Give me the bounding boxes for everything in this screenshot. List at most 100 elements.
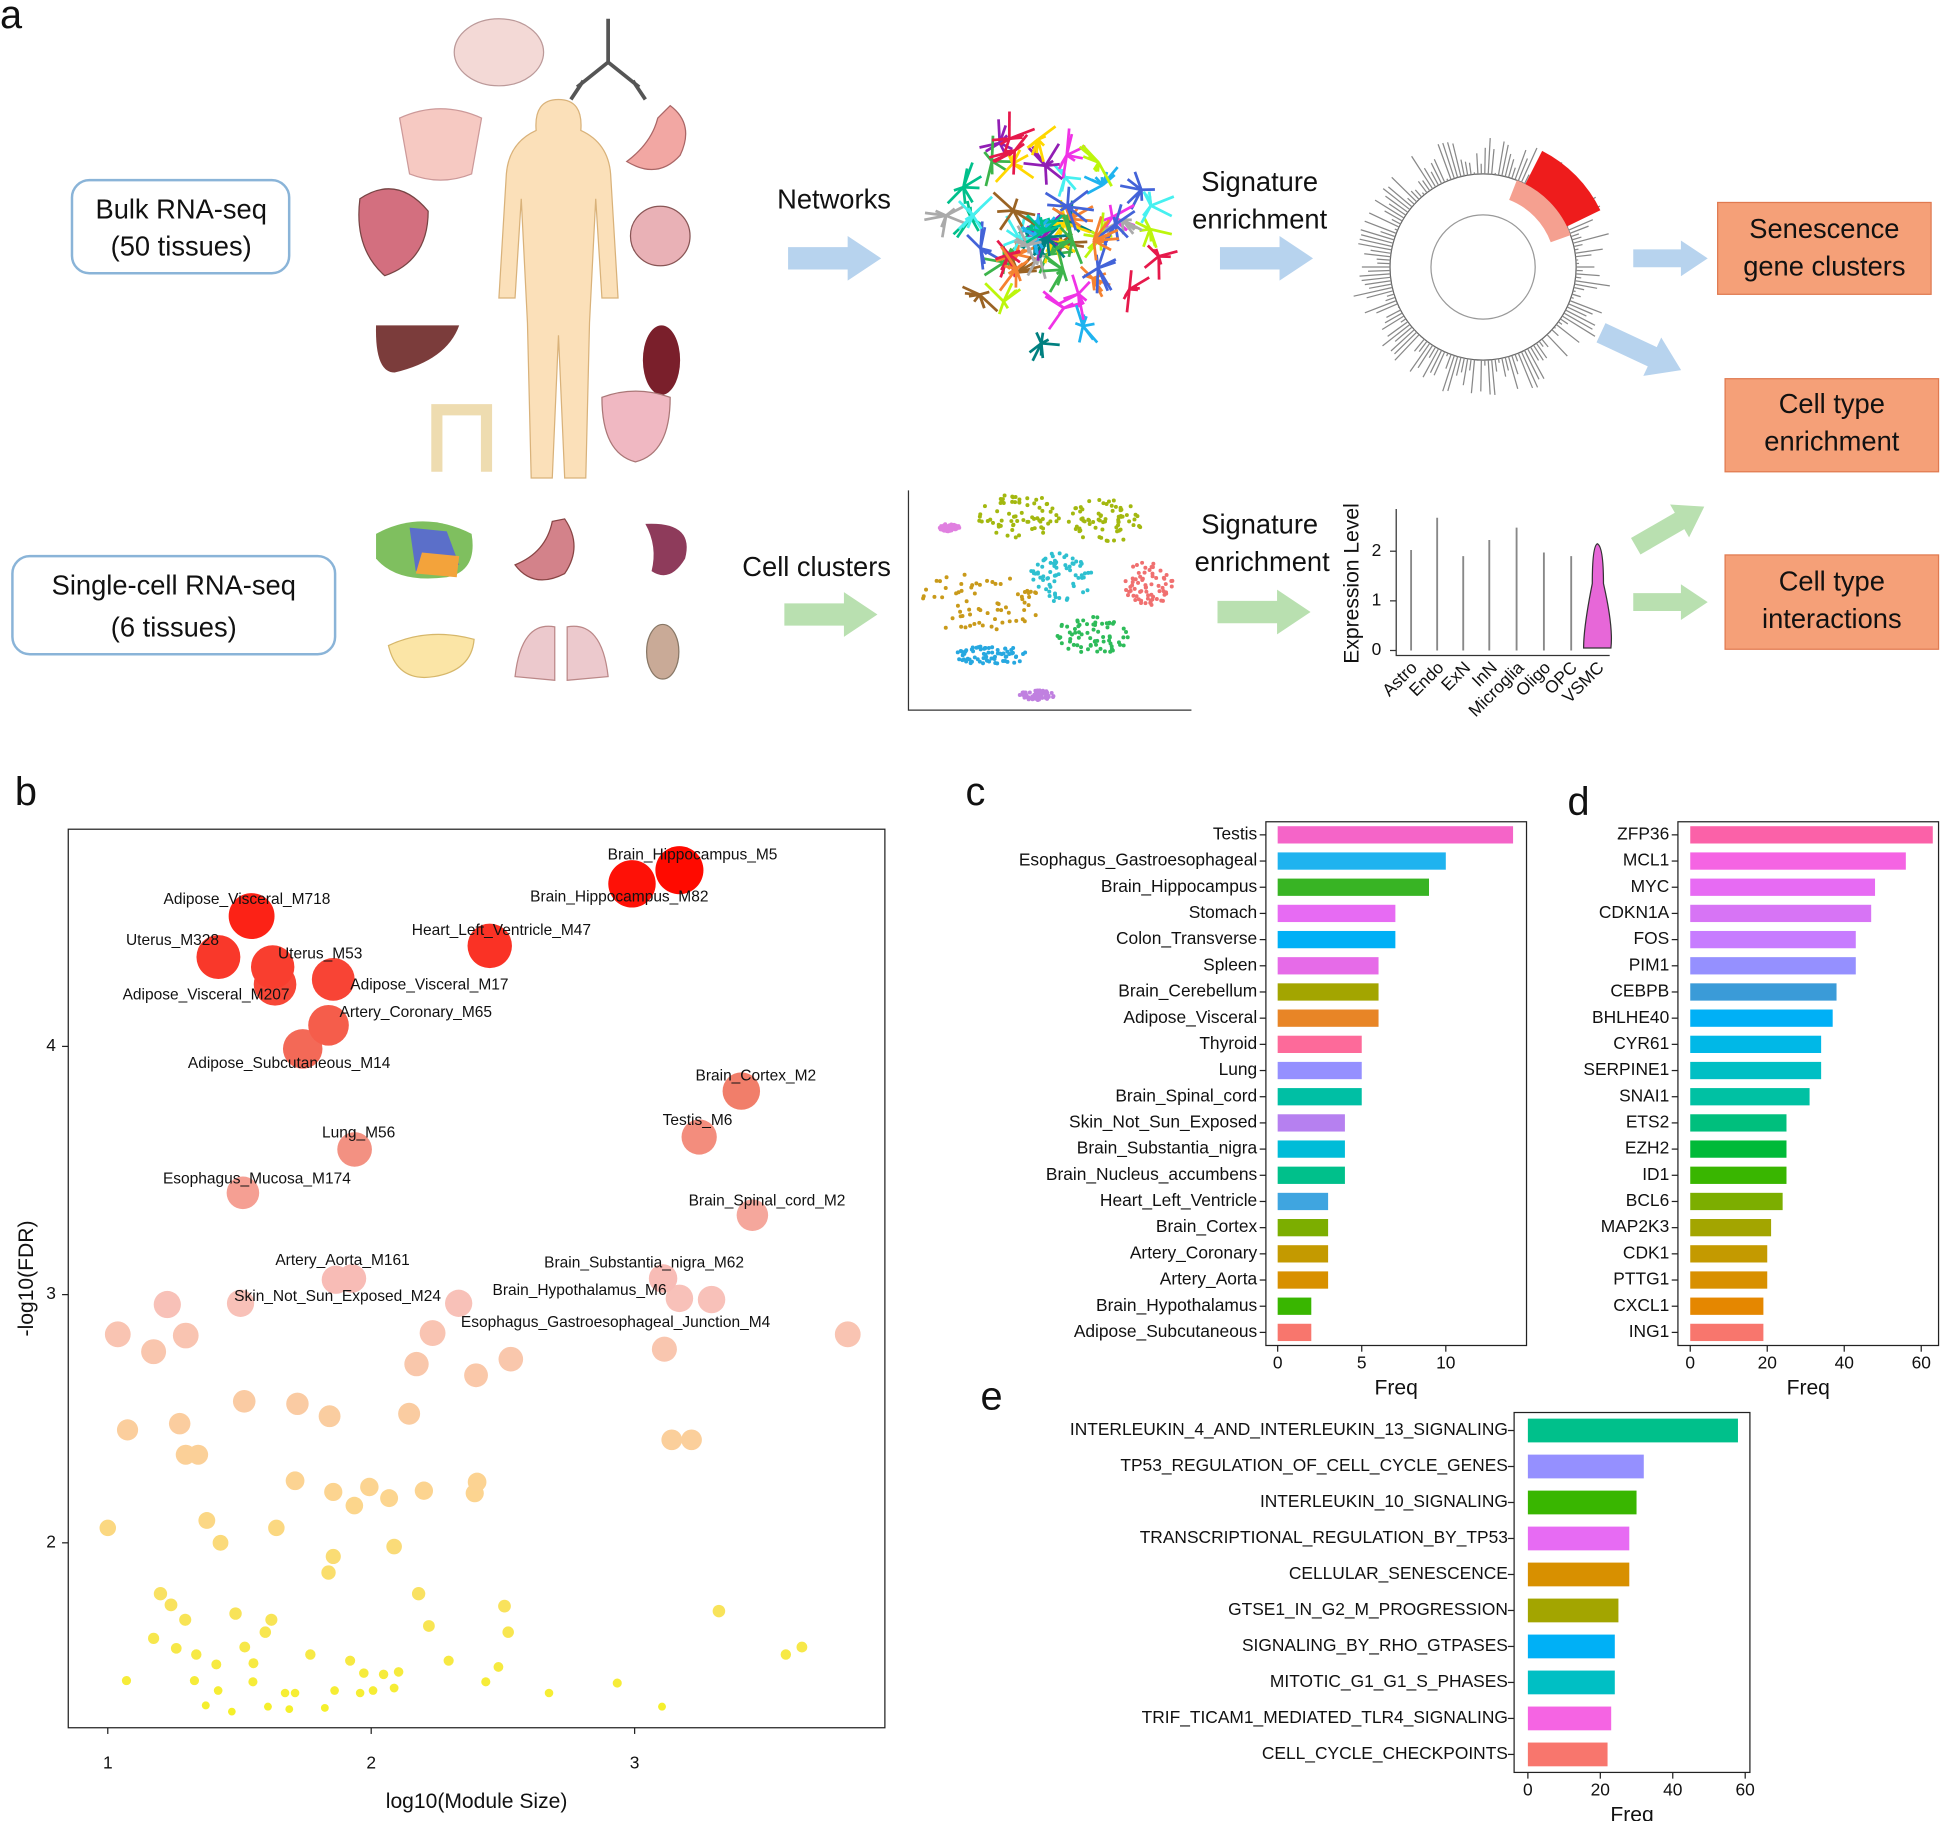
cell-dot <box>1164 572 1169 577</box>
network-edge <box>1059 205 1069 212</box>
circos-bar <box>1368 283 1392 289</box>
cell-dot <box>1121 635 1126 640</box>
network-edge <box>1133 171 1143 191</box>
cell-dot <box>1136 570 1141 575</box>
plot-frame <box>1677 821 1940 1347</box>
cell-dot <box>1070 561 1075 566</box>
cell-dot <box>990 645 995 650</box>
circos-bar <box>1442 142 1455 179</box>
circos-bar <box>1394 331 1418 355</box>
circos-bar <box>1455 357 1462 376</box>
point <box>153 1290 181 1319</box>
cell-dot <box>1075 643 1080 648</box>
cell-dot <box>956 524 961 529</box>
point <box>170 1642 182 1654</box>
cell-dot <box>1049 690 1054 695</box>
circos-bar <box>1501 358 1507 377</box>
bar <box>1690 1166 1787 1184</box>
step-label: enrichment <box>1192 203 1327 234</box>
network-edge <box>1035 331 1043 344</box>
network-edge <box>1030 139 1040 156</box>
network-edge <box>1057 176 1067 197</box>
x-tick-label: 20 <box>1758 1353 1777 1373</box>
category-label: Brain_Hippocampus <box>1101 876 1258 896</box>
cell-dot <box>1159 598 1164 603</box>
cell-dot <box>1015 518 1020 523</box>
circos-bar <box>1442 355 1455 392</box>
cell-dot <box>978 608 983 613</box>
circos-bar <box>1538 340 1544 347</box>
circos-bar <box>1561 315 1596 337</box>
point <box>345 1496 364 1515</box>
cell-dot <box>1080 535 1085 540</box>
cell-dot <box>946 529 951 534</box>
cell-dot <box>1131 523 1136 528</box>
point <box>834 1321 861 1348</box>
cell-dot <box>965 656 970 661</box>
network-edge <box>1066 186 1071 207</box>
point-label: Skin_Not_Sun_Exposed_M24 <box>234 1288 441 1305</box>
point <box>228 893 275 940</box>
network-edge <box>1022 228 1036 237</box>
network-edge <box>1077 293 1081 308</box>
cell-dot <box>1103 519 1108 524</box>
circos-bar <box>1414 189 1423 198</box>
bar <box>1527 1634 1615 1659</box>
cell-dot <box>986 646 991 650</box>
cell-dot <box>1063 563 1068 568</box>
cell-dot <box>955 650 960 655</box>
cell-dot <box>1059 641 1064 646</box>
cell-dot <box>943 585 948 590</box>
network-edge <box>945 214 965 225</box>
circos-bar <box>1574 248 1579 251</box>
bar <box>1690 1219 1772 1237</box>
cell-dot <box>1096 511 1101 516</box>
cell-dot <box>990 650 995 655</box>
bar <box>1527 1742 1608 1767</box>
circos-bar <box>1368 212 1400 228</box>
cell-dot <box>1011 522 1016 527</box>
category-label: MITOTIC_G1_G1_S_PHASES <box>1270 1671 1508 1691</box>
circos-bar <box>1514 354 1519 362</box>
point <box>248 1677 258 1687</box>
network-edge <box>1064 175 1082 181</box>
cell-dot <box>987 659 992 664</box>
circos-bar <box>1433 159 1446 183</box>
bar <box>1527 1490 1637 1515</box>
circos-bar <box>1391 218 1401 225</box>
point <box>464 1363 488 1388</box>
network-edge <box>1044 191 1069 208</box>
circos-ring <box>1430 214 1536 320</box>
cell-dot <box>1041 530 1046 535</box>
cell-dot <box>1151 594 1156 599</box>
cell-dot <box>1029 569 1034 574</box>
network-edge <box>1114 223 1129 239</box>
point <box>116 1419 139 1441</box>
x-tick-label: 1 <box>103 1752 113 1772</box>
category-label: Brain_Hypothalamus <box>1096 1295 1257 1315</box>
circos-bar <box>1366 290 1394 299</box>
cell-dot <box>1131 564 1136 569</box>
cell-dot <box>1091 520 1096 525</box>
cell-dot <box>944 575 949 580</box>
cell-dot <box>1033 688 1038 693</box>
circos-bar <box>1541 338 1549 348</box>
cell-dot <box>960 658 965 663</box>
circos-bar <box>1386 309 1401 318</box>
bar <box>1527 1598 1619 1623</box>
cell-dot <box>1007 511 1012 516</box>
network-edge <box>971 214 983 230</box>
circos-bar <box>1358 243 1392 251</box>
network-edge <box>957 200 974 217</box>
network-edge <box>1097 260 1116 270</box>
cell-dot <box>1143 601 1148 606</box>
circos-bar <box>1359 273 1391 277</box>
network-edge <box>1061 214 1074 241</box>
bar <box>1527 1418 1738 1443</box>
cell-dot <box>1076 624 1081 629</box>
network-edge <box>1094 176 1104 186</box>
cell-dot <box>995 607 1000 612</box>
step-label: Networks <box>777 183 891 214</box>
point <box>308 1004 349 1046</box>
circos-bar <box>1551 329 1559 337</box>
